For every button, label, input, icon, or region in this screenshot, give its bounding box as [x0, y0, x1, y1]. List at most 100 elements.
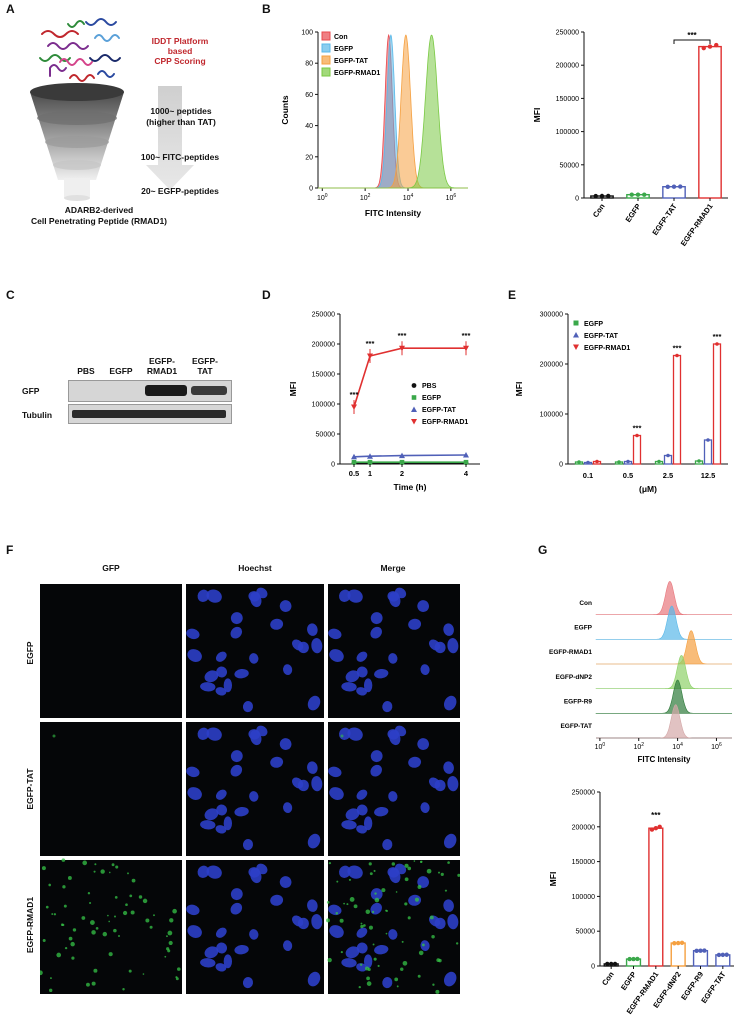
bar-point — [612, 961, 618, 967]
panel-label-e: E — [508, 288, 517, 302]
marker-triangle-up — [351, 453, 357, 460]
bar-point — [675, 940, 681, 946]
nucleus — [345, 808, 360, 821]
y-tick-label: 80 — [305, 61, 313, 68]
legend-label: PBS — [422, 383, 437, 390]
y-tick-label: 200000 — [540, 362, 563, 369]
bar-point — [635, 433, 639, 438]
y-axis-title: MFI — [514, 382, 524, 397]
nucleus — [329, 925, 344, 938]
y-tick-label: 200000 — [556, 63, 579, 70]
gfp-puncta — [436, 958, 441, 963]
nucleus — [270, 756, 284, 768]
nucleus — [443, 971, 457, 987]
gfp-puncta — [153, 914, 155, 917]
nucleus — [374, 668, 389, 679]
caption-line-2: Cell Penetrating Peptide (RMAD1) — [30, 216, 168, 226]
bar-egfp-tat — [703, 439, 713, 465]
gfp-puncta — [374, 897, 380, 903]
nucleus — [307, 971, 321, 987]
gfp-puncta — [359, 963, 363, 966]
gfp-puncta — [87, 892, 91, 895]
y-tick-label: 250000 — [312, 312, 335, 319]
bar-point — [707, 44, 713, 49]
gfp-puncta — [395, 891, 398, 893]
gfp-puncta — [82, 860, 88, 866]
nucleus — [242, 839, 254, 851]
gfp-puncta — [419, 860, 423, 863]
nucleus — [307, 623, 318, 636]
bar-point — [706, 438, 710, 442]
nucleus — [230, 626, 243, 639]
nucleus — [279, 738, 292, 750]
marker-square — [351, 459, 357, 465]
bar-point — [679, 940, 685, 946]
nucleus — [186, 766, 200, 778]
gfp-puncta — [114, 915, 116, 918]
gfp-puncta — [381, 888, 386, 893]
nucleus — [223, 678, 233, 693]
lane-label-tat-line1: EGFP- — [192, 356, 218, 366]
gfp-puncta — [435, 989, 440, 994]
x-axis-title: FITC Intensity — [365, 208, 421, 218]
gfp-puncta — [366, 976, 370, 981]
gfp-puncta — [70, 941, 75, 947]
x-tick-label: EGFP-RMAD1 — [679, 202, 715, 248]
legend-label: EGFP-TAT — [584, 333, 619, 340]
x-tick-label: 102 — [360, 193, 371, 202]
panel-label-b: B — [262, 2, 271, 16]
nucleus — [215, 927, 227, 938]
series-line-egfp-tat — [353, 454, 467, 458]
nucleus — [388, 929, 398, 940]
microscopy-image-grid — [40, 584, 460, 994]
nucleus — [234, 806, 249, 817]
gfp-puncta — [326, 901, 330, 904]
nucleus — [307, 899, 318, 912]
band-gfp-tat — [191, 386, 227, 395]
x-axis-title: Time (h) — [394, 482, 427, 492]
x-tick-label: 2 — [400, 469, 404, 478]
y-tick-label: 200000 — [572, 824, 595, 831]
col-header-hoechst: Hoechst — [238, 563, 272, 573]
bar-point — [678, 184, 683, 189]
x-tick-label: 0.1 — [583, 471, 593, 480]
nucleus — [197, 727, 210, 740]
gfp-puncta — [63, 904, 67, 908]
platform-line-2: based — [167, 46, 193, 56]
gfp-puncta — [107, 914, 109, 917]
gfp-puncta — [363, 924, 366, 927]
gfp-puncta — [444, 889, 448, 892]
gfp-puncta — [336, 880, 339, 883]
nucleus — [356, 789, 368, 800]
nucleus — [408, 618, 422, 630]
bar — [692, 949, 709, 967]
nucleus — [206, 589, 222, 603]
bar-point — [617, 460, 621, 464]
legend-triangle-down — [573, 344, 579, 350]
x-tick-label: EGFP — [619, 970, 638, 992]
stage-1000-note: (higher than TAT) — [146, 117, 216, 127]
nucleus — [356, 942, 368, 954]
bar-point — [666, 453, 670, 458]
gfp-puncta — [429, 915, 434, 920]
x-tick-label: 0.5 — [623, 471, 633, 480]
gfp-puncta — [326, 918, 330, 923]
nucleus — [187, 649, 202, 662]
marker-triangle-up — [399, 452, 405, 459]
significance-label: *** — [673, 344, 682, 353]
gfp-puncta — [90, 920, 95, 925]
bar-point — [701, 45, 706, 51]
nucleus — [328, 628, 342, 640]
nucleus — [345, 946, 360, 959]
x-tick-label: 0.5 — [349, 469, 359, 478]
y-axis-title: MFI — [548, 872, 558, 887]
nucleus — [200, 958, 216, 968]
caption-line-1: ADARB2-derived — [64, 205, 134, 215]
histogram-egfp — [595, 605, 733, 640]
x-tick-label: 102 — [633, 742, 644, 751]
nucleus — [356, 825, 368, 834]
y-axis-title: MFI — [288, 382, 298, 397]
histogram-egfp-rmad1 — [596, 630, 732, 665]
gfp-puncta — [127, 872, 129, 875]
nucleus — [206, 865, 222, 879]
